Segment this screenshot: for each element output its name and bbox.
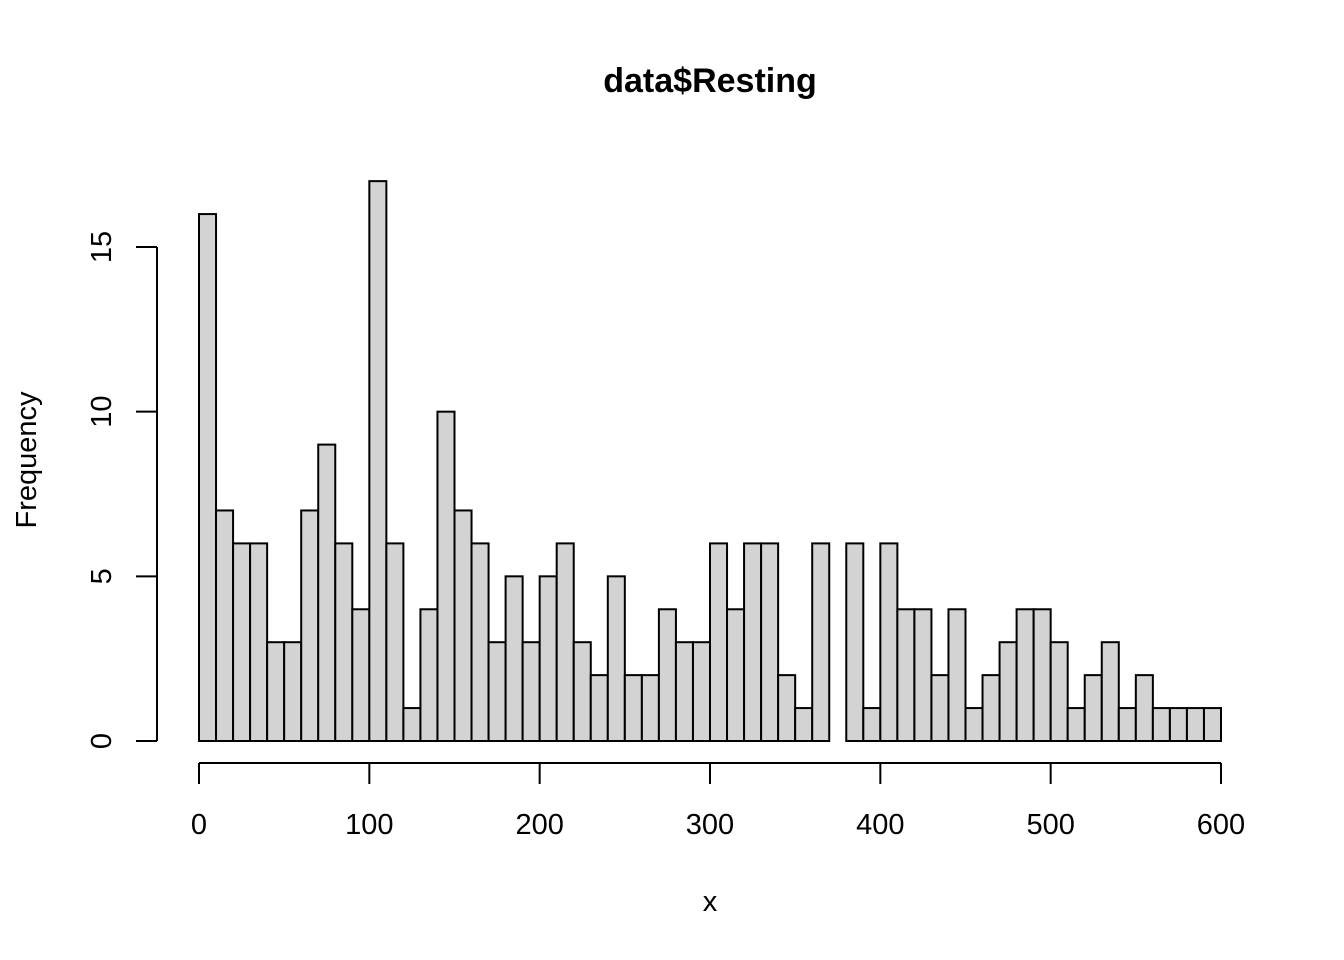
histogram-bar (351, 608, 371, 742)
histogram-bar (419, 608, 439, 742)
histogram-bar (1100, 641, 1120, 743)
histogram-bar (334, 542, 354, 743)
histogram-bar (368, 180, 388, 742)
x-tick-label: 300 (686, 809, 734, 841)
x-axis: 0 100 200 300 400 500 600 (191, 762, 1245, 841)
histogram-bar (606, 575, 626, 742)
histogram-bar (504, 575, 524, 742)
histogram-bar (1066, 707, 1086, 742)
histogram-bar (998, 641, 1018, 743)
histogram-bar (1015, 608, 1035, 742)
histogram-bar (743, 542, 763, 743)
histogram-bar (1049, 641, 1069, 743)
histogram-bar (572, 641, 592, 743)
x-tick-label: 500 (1026, 809, 1074, 841)
histogram-bar (402, 707, 422, 742)
histogram-bar (555, 542, 575, 743)
x-tick-label: 400 (856, 809, 904, 841)
histogram-bar (657, 608, 677, 742)
histogram-bar (691, 641, 712, 743)
histogram-bar (215, 509, 235, 743)
histogram-bar (947, 608, 967, 742)
histogram-bar (1134, 674, 1154, 743)
histogram-bar (709, 542, 729, 743)
histogram-bars (198, 180, 1223, 743)
y-tick-label: 10 (86, 396, 118, 428)
histogram-bar (811, 542, 831, 743)
histogram-bar (674, 641, 694, 743)
histogram-bar (726, 608, 746, 742)
histogram-bar (640, 674, 660, 743)
histogram-bar (521, 641, 541, 743)
histogram-bar (964, 707, 984, 742)
y-tick-label: 0 (86, 733, 118, 749)
y-tick-label: 5 (86, 568, 118, 584)
histogram-bar (249, 542, 269, 743)
histogram-bar (232, 542, 252, 743)
histogram-bar (623, 674, 643, 743)
histogram-bar (589, 674, 609, 743)
histogram-bar (538, 575, 558, 742)
histogram-bar (896, 608, 916, 742)
histogram-bar (845, 542, 865, 743)
histogram-bar (1117, 707, 1137, 742)
histogram-bar (1032, 608, 1052, 742)
x-axis-label: x (703, 886, 718, 918)
histogram-bar (436, 410, 456, 742)
histogram-bar (198, 213, 218, 743)
histogram-bar (453, 509, 473, 743)
x-tick-label: 0 (191, 809, 207, 841)
x-tick-label: 200 (515, 809, 563, 841)
histogram-bar (913, 608, 933, 742)
histogram-bar (981, 674, 1001, 743)
histogram-bar (862, 707, 882, 742)
histogram-bar (1168, 707, 1188, 742)
histogram-bar (470, 542, 490, 743)
histogram-bar (760, 542, 780, 743)
x-tick-label: 600 (1197, 809, 1245, 841)
histogram-bar (317, 443, 337, 742)
histogram-bar (777, 674, 797, 743)
histogram-bar (1185, 707, 1205, 742)
histogram-bar (1083, 674, 1103, 743)
x-tick-label: 100 (345, 809, 393, 841)
histogram-bar (1202, 707, 1223, 742)
histogram-bar (385, 542, 405, 743)
histogram-bar (283, 641, 303, 743)
histogram-bar (930, 674, 950, 743)
histogram-bar (879, 542, 899, 743)
y-axis: 0 5 10 15 (86, 231, 158, 749)
y-tick-label: 15 (86, 231, 118, 263)
histogram-bar (300, 509, 320, 743)
histogram-bar (1151, 707, 1171, 742)
histogram-bar (487, 641, 507, 743)
histogram-bar (266, 641, 286, 743)
histogram-bar (794, 707, 814, 742)
y-axis-label: Frequency (11, 391, 43, 529)
chart-title: data$Resting (603, 62, 817, 100)
